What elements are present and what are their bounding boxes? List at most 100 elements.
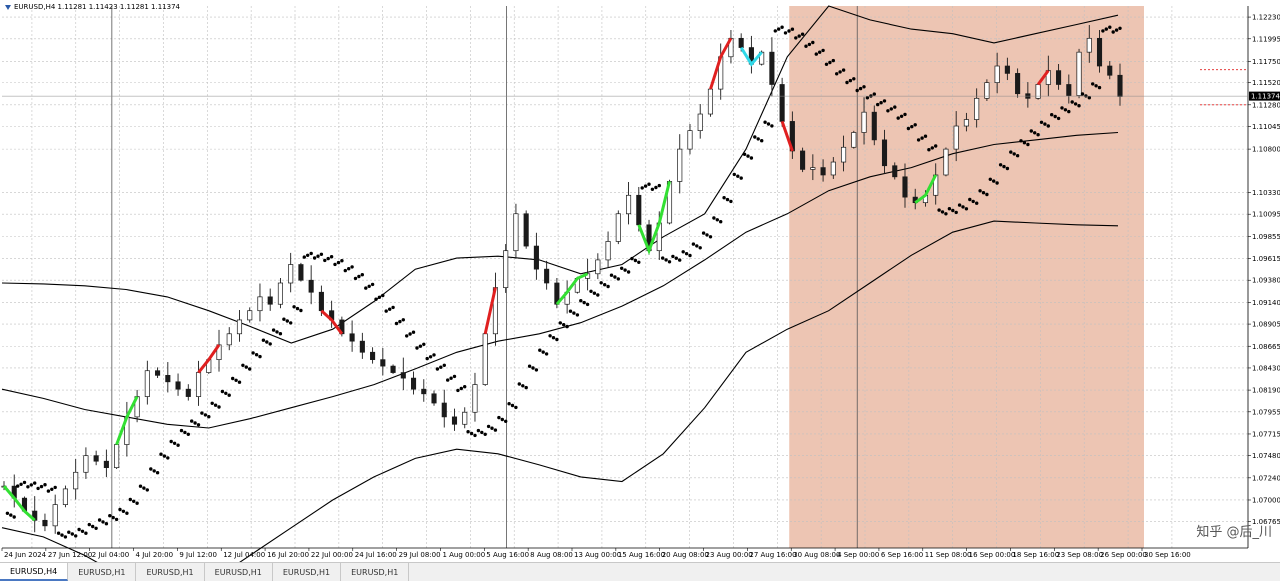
sar-dot bbox=[258, 354, 262, 359]
sar-dot bbox=[1050, 113, 1054, 117]
sar-dot bbox=[551, 336, 556, 340]
sar-dot bbox=[1077, 104, 1081, 108]
sar-dot bbox=[715, 218, 719, 222]
sar-dot bbox=[889, 107, 893, 111]
chart-tab[interactable]: EURUSD,H1 bbox=[273, 563, 342, 581]
watermark: 知乎 @后_川 bbox=[1196, 525, 1272, 540]
signal-segment bbox=[197, 344, 221, 374]
price-tick-label: 1.07480 bbox=[1252, 452, 1280, 460]
sar-dot bbox=[1002, 164, 1006, 169]
price-tick-label: 1.10330 bbox=[1252, 189, 1280, 197]
chart-tab[interactable]: EURUSD,H1 bbox=[136, 563, 205, 581]
candle-body bbox=[155, 370, 161, 376]
sar-dot bbox=[558, 321, 562, 325]
sar-dot bbox=[913, 123, 917, 127]
price-chart[interactable]: 1.12230 1.11995 1.11750 1.11520 1.11280 1.110… bbox=[0, 0, 1280, 562]
time-tick-label: 16 Jul 20:00 bbox=[267, 551, 309, 559]
sar-dot bbox=[111, 515, 115, 520]
sar-dot bbox=[657, 183, 661, 188]
sar-dot bbox=[1087, 96, 1092, 100]
sar-dot bbox=[196, 423, 201, 427]
sar-dot bbox=[981, 191, 986, 195]
candle-body bbox=[42, 519, 48, 527]
sar-dot bbox=[654, 185, 658, 190]
sar-dot bbox=[12, 515, 16, 519]
sar-dot bbox=[531, 366, 535, 370]
sar-dot bbox=[903, 112, 907, 117]
sar-dot bbox=[848, 78, 853, 83]
chart-area[interactable]: 1.12230 1.11995 1.11750 1.11520 1.11280 1.110… bbox=[0, 0, 1280, 562]
chart-tab[interactable]: EURUSD,H1 bbox=[341, 563, 410, 581]
time-tick-label: 8 Aug 08:00 bbox=[530, 551, 573, 559]
sar-dot bbox=[121, 509, 126, 513]
symbol-info: EURUSD,H4 1.11281 1.11423 1.11281 1.1137… bbox=[5, 3, 180, 11]
sar-dot bbox=[527, 364, 532, 368]
sar-dot bbox=[411, 330, 416, 334]
sar-dot bbox=[988, 177, 992, 181]
price-tick-label: 1.11750 bbox=[1252, 58, 1280, 66]
price-tick-label: 1.07715 bbox=[1252, 430, 1280, 438]
sar-dot bbox=[357, 274, 361, 279]
candle-body bbox=[482, 333, 488, 385]
sar-dot bbox=[626, 270, 631, 274]
sar-dot bbox=[152, 469, 156, 473]
candle-body bbox=[841, 146, 847, 163]
time-tick-label: 23 Sep 08:00 bbox=[1056, 551, 1103, 559]
sar-dot bbox=[548, 334, 552, 338]
sar-dot bbox=[923, 134, 928, 138]
candle-body bbox=[523, 213, 529, 247]
chart-tab[interactable]: EURUSD,H4 bbox=[0, 563, 69, 581]
sar-dot bbox=[1012, 152, 1016, 156]
sar-dot bbox=[510, 403, 515, 408]
candle-body bbox=[421, 388, 427, 395]
sar-dot bbox=[794, 36, 798, 40]
time-tick-label: 24 Jun 2024 bbox=[4, 551, 47, 559]
candle-body bbox=[277, 282, 283, 305]
price-tick-label: 1.08665 bbox=[1252, 343, 1280, 351]
sar-dot bbox=[101, 520, 105, 524]
sar-dot bbox=[135, 501, 139, 505]
sar-dot bbox=[1029, 129, 1034, 133]
sar-dot bbox=[217, 405, 221, 409]
candle-body bbox=[1086, 37, 1092, 53]
price-tick-label: 1.09855 bbox=[1252, 233, 1280, 241]
sar-dot bbox=[306, 253, 310, 257]
sar-dot bbox=[1046, 124, 1051, 128]
sar-dot bbox=[940, 210, 945, 214]
sar-dot bbox=[930, 146, 934, 150]
band-middle bbox=[1, 131, 1119, 429]
sar-dot bbox=[302, 255, 306, 259]
sar-dot bbox=[370, 282, 375, 287]
chart-tab[interactable]: EURUSD,H1 bbox=[68, 563, 137, 581]
symbol-dropdown-icon[interactable] bbox=[5, 4, 11, 10]
candle-body bbox=[390, 365, 396, 373]
sar-dot bbox=[684, 252, 689, 256]
sar-dot bbox=[1060, 106, 1064, 110]
sar-dot bbox=[698, 246, 702, 250]
sar-dot bbox=[415, 346, 419, 350]
sar-dot bbox=[893, 105, 897, 109]
sar-dot bbox=[394, 321, 399, 326]
sar-dot bbox=[807, 42, 812, 47]
candle-body bbox=[892, 165, 898, 178]
sar-dot bbox=[818, 50, 822, 54]
sar-dot bbox=[521, 384, 525, 388]
time-tick-label: 29 Jul 08:00 bbox=[399, 551, 441, 559]
sar-dot bbox=[128, 497, 132, 502]
sar-dot bbox=[210, 401, 214, 405]
sar-dot bbox=[244, 365, 248, 369]
sar-dot bbox=[67, 530, 71, 534]
candle-body bbox=[32, 510, 38, 521]
sar-dot bbox=[237, 380, 242, 384]
sar-dot bbox=[1056, 116, 1061, 121]
chart-tab[interactable]: EURUSD,H1 bbox=[205, 563, 273, 581]
candle-body bbox=[810, 167, 816, 170]
sar-dot bbox=[473, 433, 477, 438]
sar-dot bbox=[278, 332, 283, 336]
sar-dot bbox=[630, 256, 634, 261]
price-tick-label: 1.09615 bbox=[1252, 255, 1280, 263]
sar-dot bbox=[674, 256, 678, 260]
sar-dot bbox=[927, 148, 931, 152]
candle-body bbox=[933, 174, 939, 196]
sar-dot bbox=[596, 293, 600, 297]
